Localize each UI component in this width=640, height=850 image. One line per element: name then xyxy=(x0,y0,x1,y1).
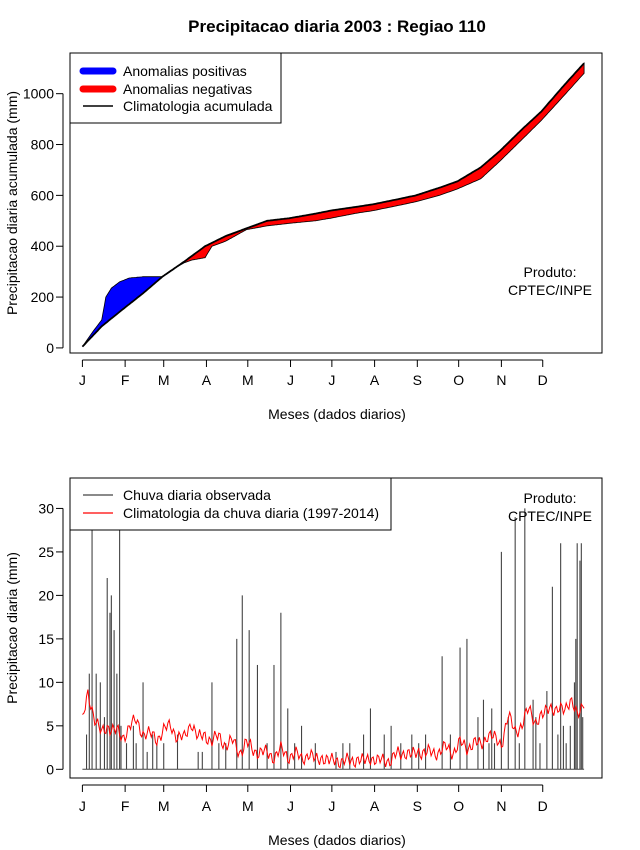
legend-label-observed: Chuva diaria observada xyxy=(123,487,271,503)
bottom-x-tick-label: S xyxy=(413,798,422,814)
climatology-accumulated-line xyxy=(81,62,585,348)
legend-label-positive: Anomalias positivas xyxy=(123,63,247,79)
top-product-label: Produto: xyxy=(524,264,577,280)
accumulated-plot-area xyxy=(81,62,585,348)
bottom-product-label: Produto: xyxy=(524,490,577,506)
top-x-tick-label: J xyxy=(287,372,294,388)
top-y-axis-label: Precipitacao diaria acumulada (mm) xyxy=(4,91,20,315)
bottom-y-tick-label: 20 xyxy=(38,587,54,603)
bottom-y-tick-label: 10 xyxy=(38,674,54,690)
legend-label-climatology-daily: Climatologia da chuva diaria (1997-2014) xyxy=(123,505,379,521)
bottom-x-tick-label: A xyxy=(370,798,380,814)
bottom-y-tick-label: 30 xyxy=(38,500,54,516)
bottom-x-axis-label: Meses (dados diarios) xyxy=(268,832,406,848)
top-x-tick-label: M xyxy=(158,372,170,388)
daily-chart: J F M A M J J A S O N D 0 5 10 15 20 25 30 Meses (dados d… xyxy=(4,477,603,848)
positive-anomaly-area xyxy=(82,266,177,347)
top-y-tick-label: 200 xyxy=(31,289,55,305)
top-plot-frame xyxy=(69,52,603,354)
bottom-y-tick-label: 5 xyxy=(46,718,54,734)
top-x-tick-label: A xyxy=(370,372,380,388)
top-y-tick-label: 400 xyxy=(31,238,55,254)
bottom-y-tick-label: 15 xyxy=(38,631,54,647)
bottom-y-tick-label: 25 xyxy=(38,544,54,560)
bottom-x-tick-label: M xyxy=(242,798,254,814)
chart-title: Precipitacao diaria 2003 : Regiao 110 xyxy=(188,17,486,36)
top-x-tick-label: O xyxy=(453,372,464,388)
bottom-y-tick-label: 0 xyxy=(46,761,54,777)
bottom-x-tick-label: J xyxy=(79,798,86,814)
top-legend: Anomalias positivas Anomalias negativas … xyxy=(69,52,282,124)
bottom-legend: Chuva diaria observada Climatologia da c… xyxy=(69,477,392,531)
top-x-axis-label: Meses (dados diarios) xyxy=(268,406,406,422)
top-y-tick-label: 1000 xyxy=(23,86,54,102)
top-x-tick-label: J xyxy=(79,372,86,388)
top-y-tick-label: 0 xyxy=(46,340,54,356)
top-y-tick-label: 600 xyxy=(31,187,55,203)
bottom-x-tick-label: F xyxy=(121,798,130,814)
bottom-legend-box xyxy=(69,477,392,531)
top-y-axis: 0 200 400 600 800 1000 xyxy=(23,86,64,356)
bottom-x-tick-label: N xyxy=(496,798,506,814)
legend-label-climatology: Climatologia acumulada xyxy=(123,98,273,114)
top-y-tick-label: 800 xyxy=(31,137,55,153)
bottom-x-tick-label: J xyxy=(287,798,294,814)
top-x-tick-label: M xyxy=(242,372,254,388)
bottom-x-tick-label: J xyxy=(328,798,335,814)
bottom-x-tick-label: D xyxy=(538,798,548,814)
top-x-tick-label: D xyxy=(538,372,548,388)
accumulated-chart: Precipitacao diaria 2003 : Regiao 110 J F… xyxy=(4,17,603,422)
bottom-x-tick-label: A xyxy=(202,798,212,814)
legend-label-negative: Anomalias negativas xyxy=(123,81,252,97)
top-x-tick-label: A xyxy=(202,372,212,388)
bottom-y-axis: 0 5 10 15 20 25 30 xyxy=(38,500,64,777)
top-x-tick-label: N xyxy=(496,372,506,388)
climatology-daily-line xyxy=(82,689,585,769)
bottom-x-tick-label: O xyxy=(453,798,464,814)
daily-plot-area xyxy=(82,508,585,770)
top-x-tick-label: S xyxy=(413,372,422,388)
top-x-tick-label: J xyxy=(328,372,335,388)
bottom-product-source: CPTEC/INPE xyxy=(508,508,592,524)
bottom-y-axis-label: Precipitacao diaria (mm) xyxy=(4,552,20,704)
top-product-source: CPTEC/INPE xyxy=(508,282,592,298)
top-x-tick-label: F xyxy=(121,372,130,388)
bottom-x-tick-label: M xyxy=(158,798,170,814)
